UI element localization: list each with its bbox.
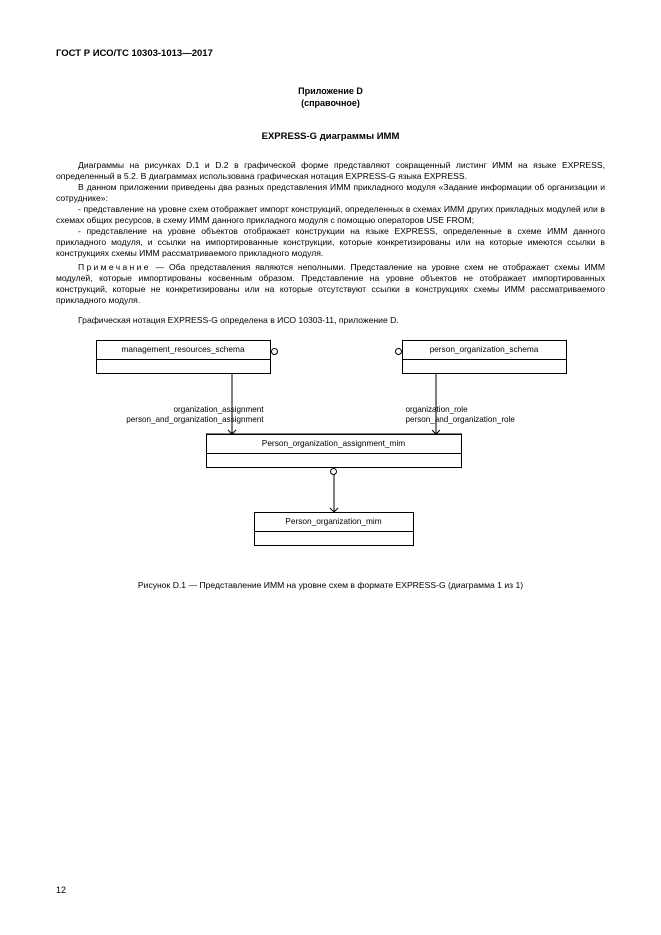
label-left: organization_assignment person_and_organ… [74,405,264,424]
box-person-org-mim: Person_organization_mim [254,512,414,546]
box-person-org-schema-label: person_organization_schema [430,344,539,354]
box-mgmt-resources-label: management_resources_schema [121,344,244,354]
box-assignment-mim: Person_organization_assignment_mim [206,434,462,468]
box-person-org-schema: person_organization_schema [402,340,567,374]
box-mgmt-resources: management_resources_schema [96,340,271,374]
page-number: 12 [56,885,66,895]
port-mid-icon [330,468,337,475]
bullet-1: - представление на уровне схем отображае… [56,204,605,226]
para-3: Графическая нотация EXPRESS-G определена… [56,315,605,326]
label-left-2: person_and_organization_assignment [126,415,263,424]
para-1: Диаграммы на рисунках D.1 и D.2 в графич… [56,160,605,182]
diagram-d1: management_resources_schema person_organ… [86,340,576,570]
appendix-line2: (справочное) [301,98,360,108]
appendix-line1: Приложение D [298,86,363,96]
port-left-icon [271,348,278,355]
box-person-org-mim-label: Person_organization_mim [285,516,381,526]
box-assignment-mim-label: Person_organization_assignment_mim [262,438,405,448]
figure-caption: Рисунок D.1 — Представление ИММ на уровн… [56,580,605,590]
bullet-2: - представление на уровне объектов отобр… [56,226,605,259]
para-2: В данном приложении приведены два разных… [56,182,605,204]
doc-header: ГОСТ Р ИСО/ТС 10303-1013—2017 [56,48,605,59]
label-left-1: organization_assignment [174,405,264,414]
note-label: Примечание [78,262,151,272]
note: Примечание — Оба представления являются … [56,262,605,306]
appendix-title: Приложение D (справочное) [56,85,605,109]
label-right: organization_role person_and_organizatio… [406,405,586,424]
section-title: EXPRESS-G диаграммы ИММ [56,131,605,142]
label-right-2: person_and_organization_role [406,415,515,424]
label-right-1: organization_role [406,405,468,414]
port-right-icon [395,348,402,355]
